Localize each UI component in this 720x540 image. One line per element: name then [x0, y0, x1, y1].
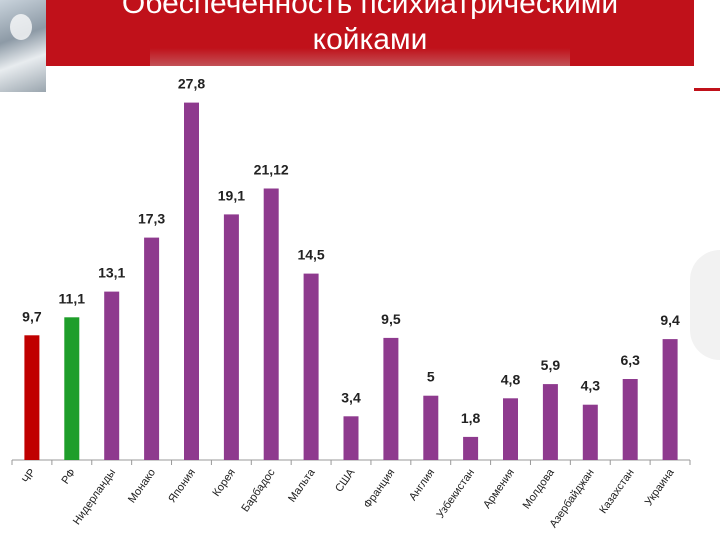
category-label-16: Казахстан	[597, 467, 636, 516]
bar-4	[144, 237, 160, 460]
category-label-9: США	[333, 466, 358, 494]
data-label-6: 19,1	[218, 187, 245, 203]
category-label-7: Барбадос	[239, 466, 278, 514]
data-label-7: 21,12	[254, 162, 289, 178]
bar-1	[24, 335, 40, 460]
category-label-11: Англия	[407, 467, 437, 503]
category-label-8: Мальта	[286, 466, 318, 505]
data-label-3: 13,1	[98, 265, 125, 281]
category-label-3: Нидерланды	[71, 467, 118, 527]
data-label-8: 14,5	[297, 247, 324, 263]
category-label-12: Узбекистан	[434, 467, 477, 521]
category-label-14: Молдова	[521, 466, 558, 511]
bar-15	[582, 404, 598, 460]
bar-10	[383, 337, 399, 460]
bar-chart: 9,7 ЧР 11,1 РФ 13,1 Нидерланды 17,3 Монако 27,8 Я…	[0, 60, 720, 540]
data-label-2: 11,1	[59, 290, 86, 306]
bar-9	[343, 416, 359, 460]
category-label-4: Монако	[126, 467, 158, 506]
data-label-13: 4,8	[501, 371, 521, 387]
decorative-shape	[690, 250, 720, 360]
data-label-10: 9,5	[381, 311, 401, 327]
bar-5	[184, 102, 199, 460]
bar-2	[64, 317, 80, 460]
category-label-1: ЧР	[20, 467, 38, 486]
title-overflow-line	[150, 48, 570, 66]
data-label-1: 9,7	[22, 308, 42, 324]
data-label-16: 6,3	[620, 352, 640, 368]
category-label-2: РФ	[59, 467, 78, 487]
category-label-10: Франция	[362, 467, 398, 511]
bar-3	[104, 291, 120, 460]
doctor-photo	[0, 0, 46, 92]
bar-11	[423, 395, 439, 460]
data-label-15: 4,3	[581, 378, 601, 394]
bar-14	[542, 384, 558, 460]
category-label-17: Украина	[643, 466, 677, 508]
title-banner: Обеспеченность психиатрическими койками	[46, 0, 694, 66]
category-label-5: Япония	[166, 467, 198, 505]
bar-13	[503, 398, 518, 460]
category-label-6: Корея	[210, 467, 237, 499]
bar-8	[303, 273, 319, 460]
data-label-11: 5	[427, 369, 435, 385]
data-label-9: 3,4	[341, 389, 361, 405]
bar-17	[662, 339, 678, 460]
slide-title: Обеспеченность психиатрическими койками	[121, 0, 619, 56]
bar-16	[622, 379, 638, 460]
accent-line	[694, 88, 720, 91]
data-label-5: 27,8	[178, 76, 205, 92]
bar-7	[263, 188, 279, 460]
chart-svg: 9,7 ЧР 11,1 РФ 13,1 Нидерланды 17,3 Монако 27,8 Я…	[11, 76, 691, 530]
bar-12	[463, 436, 479, 460]
bar-6	[223, 214, 239, 460]
data-label-12: 1,8	[461, 410, 481, 426]
data-label-17: 9,4	[660, 312, 680, 328]
data-label-14: 5,9	[541, 357, 561, 373]
data-label-4: 17,3	[138, 211, 165, 227]
category-label-13: Армения	[481, 467, 517, 511]
